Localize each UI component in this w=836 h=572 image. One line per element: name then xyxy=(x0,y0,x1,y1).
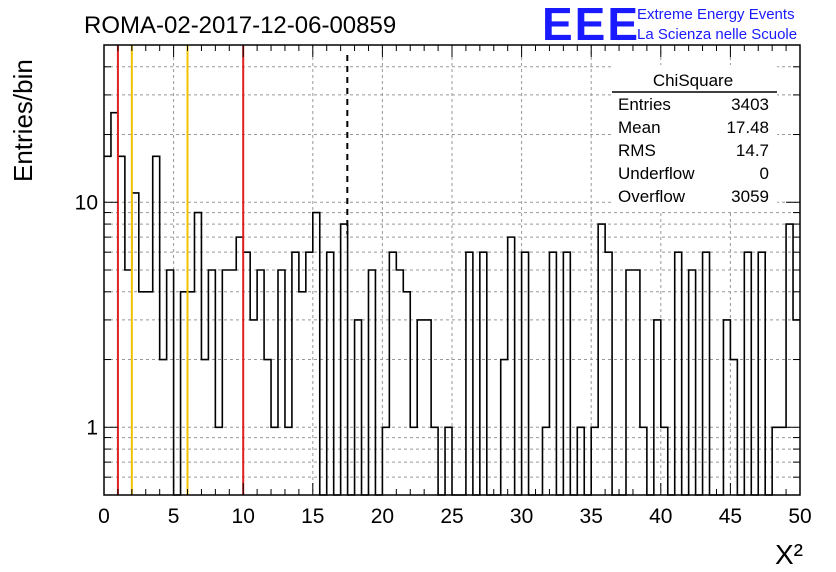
x-tick-label: 40 xyxy=(649,505,672,528)
histogram-bin xyxy=(292,252,299,495)
x-tick-label: 5 xyxy=(168,505,180,528)
stats-value-rms: 14.7 xyxy=(736,141,769,160)
histogram-bin xyxy=(243,252,250,495)
stats-box-background xyxy=(612,65,777,210)
x-tick-label: 35 xyxy=(580,505,603,528)
x-tick-label: 10 xyxy=(232,505,255,528)
histogram-bin xyxy=(793,320,800,495)
histogram-bin xyxy=(522,252,529,495)
histogram-bin xyxy=(306,252,313,495)
stats-box: ChiSquare Entries 3403 Mean 17.48 RMS 14… xyxy=(612,65,777,210)
x-axis-label: X² xyxy=(775,539,803,570)
x-tick-label: 30 xyxy=(510,505,533,528)
histogram-bin xyxy=(257,270,264,495)
histogram-bin xyxy=(626,270,633,495)
stats-label-underflow: Underflow xyxy=(618,164,695,183)
x-tick-label: 15 xyxy=(301,505,324,528)
histogram-bin xyxy=(236,237,243,495)
histogram-bin xyxy=(125,270,132,495)
histogram-bin xyxy=(313,213,320,495)
histogram-bin xyxy=(723,320,730,495)
stats-value-overflow: 3059 xyxy=(731,187,769,206)
histogram-bin xyxy=(466,252,473,495)
histogram-bin xyxy=(549,252,556,495)
histogram-bars xyxy=(104,111,800,496)
histogram-bin xyxy=(758,252,765,495)
axis-ticks: 0 5 10 15 20 25 30 35 40 45 50 1 10 xyxy=(75,45,812,528)
histogram-bin xyxy=(355,320,362,495)
histogram-bin xyxy=(424,320,431,495)
histogram-bin xyxy=(508,237,515,495)
histogram-bin xyxy=(605,252,612,495)
stats-label-rms: RMS xyxy=(618,141,656,160)
x-tick-label: 0 xyxy=(98,505,110,528)
x-tick-label: 45 xyxy=(719,505,742,528)
brand-logo-text: EEE xyxy=(542,0,640,50)
histogram-bin xyxy=(633,270,640,495)
histogram-bin xyxy=(146,292,153,495)
histogram-bin xyxy=(389,252,396,495)
y-axis-label: Entries/bin xyxy=(8,59,38,182)
histogram-outline xyxy=(104,111,800,496)
histogram-bin xyxy=(278,270,285,495)
histogram-bin xyxy=(181,292,188,495)
brand-line-2: La Scienza nelle Scuole xyxy=(637,26,797,43)
x-tick-label: 50 xyxy=(788,505,811,528)
stats-value-underflow: 0 xyxy=(760,164,769,183)
histogram-bin xyxy=(299,292,306,495)
brand-line-1: Extreme Energy Events xyxy=(637,6,795,23)
histogram-bin xyxy=(396,270,403,495)
histogram-bin xyxy=(229,270,236,495)
stats-label-mean: Mean xyxy=(618,118,661,137)
histogram-bin xyxy=(403,292,410,495)
y-tick-label: 1 xyxy=(86,416,98,439)
histogram-bin xyxy=(132,193,139,495)
histogram-bin xyxy=(703,252,710,495)
stats-label-entries: Entries xyxy=(618,95,671,114)
stats-label-overflow: Overflow xyxy=(618,187,686,206)
histogram-bin xyxy=(675,252,682,495)
x-tick-label: 20 xyxy=(371,505,394,528)
histogram-bin xyxy=(327,252,334,495)
histogram-bin xyxy=(118,156,125,495)
histogram-bin xyxy=(188,292,195,495)
histogram-bin xyxy=(208,270,215,495)
histogram-bin xyxy=(654,320,661,495)
histogram-bin xyxy=(563,252,570,495)
histogram-bin xyxy=(417,320,424,495)
chart-title: ROMA-02-2017-12-06-00859 xyxy=(84,12,396,39)
histogram-bin xyxy=(689,270,696,495)
histogram-bin xyxy=(104,156,111,495)
histogram-bin xyxy=(194,213,201,495)
histogram-bin xyxy=(139,292,146,495)
stats-value-mean: 17.48 xyxy=(726,118,769,137)
stats-value-entries: 3403 xyxy=(731,95,769,114)
histogram-bin xyxy=(744,252,751,495)
histogram-bin xyxy=(368,270,375,495)
histogram-bin xyxy=(153,156,160,495)
histogram-bin xyxy=(250,320,257,495)
marker-lines xyxy=(116,45,349,495)
x-tick-label: 25 xyxy=(440,505,463,528)
y-tick-label: 10 xyxy=(75,191,98,214)
histogram-bin xyxy=(167,270,174,495)
histogram-bin xyxy=(222,270,229,495)
histogram-bin xyxy=(480,252,487,495)
brand-logo: EEE Extreme Energy Events La Scienza nel… xyxy=(542,0,797,50)
stats-box-title: ChiSquare xyxy=(653,71,733,90)
